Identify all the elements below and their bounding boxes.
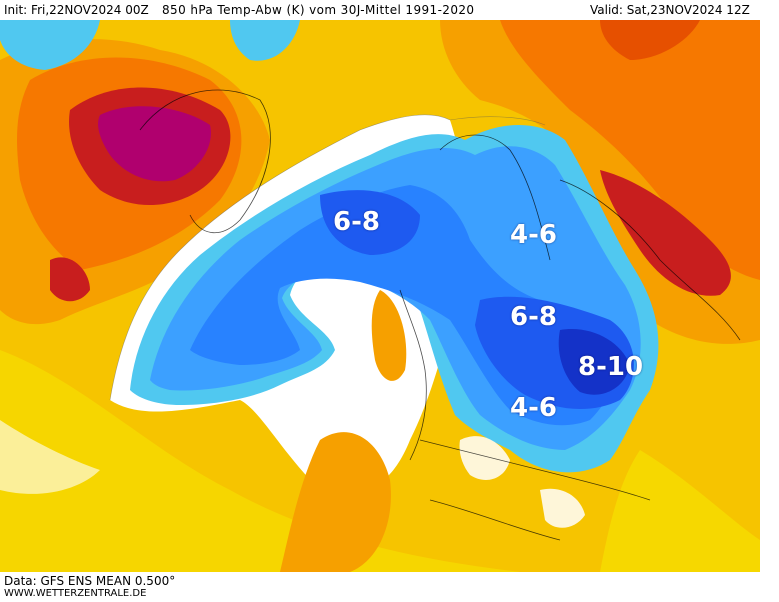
deepest-cold-core (558, 329, 630, 395)
red-spot-west (50, 257, 90, 302)
data-source: Data: GFS ENS MEAN 0.500° (4, 574, 176, 588)
valid-time: Valid: Sat,23NOV2024 12Z (590, 3, 750, 17)
anomaly-label-central-europe: 6-8 (510, 302, 557, 332)
cool-top-left (0, 20, 100, 70)
magenta-core-northwest (98, 106, 211, 182)
light-yellow-southeast (600, 450, 760, 572)
red-north-top (600, 20, 700, 60)
chart-title: 850 hPa Temp-Abw (K) vom 30J-Mittel 1991… (162, 3, 475, 17)
white-mediterranean-west (459, 436, 510, 480)
map-canvas (0, 20, 760, 572)
cool-top-center (230, 20, 300, 61)
coastlines (139, 89, 741, 541)
chart-header: Init: Fri,22NOV2024 00Z 850 hPa Temp-Abw… (0, 0, 779, 20)
chart-footer: Data: GFS ENS MEAN 0.500° WWW.WETTERZENT… (0, 572, 779, 602)
deep-cold-north-atlantic (320, 190, 420, 255)
anomaly-label-north-atlantic: 6-8 (333, 207, 380, 237)
anomaly-label-southern-europe: 4-6 (510, 393, 557, 423)
white-mediterranean-east (540, 488, 585, 528)
source-url: WWW.WETTERZENTRALE.DE (4, 588, 147, 599)
red-east-core (600, 170, 731, 296)
anomaly-label-eastern-europe: 8-10 (578, 352, 644, 382)
deep-orange-northeast (500, 20, 760, 280)
orange-near-uk (371, 290, 407, 381)
light-yellow-south (0, 350, 520, 572)
orange-southwest (280, 432, 391, 572)
white-southwest (0, 420, 100, 494)
temperature-anomaly-map: 6-8 4-6 6-8 8-10 4-6 (0, 20, 760, 572)
init-time: Init: Fri,22NOV2024 00Z (4, 3, 149, 17)
anomaly-label-scandinavia: 4-6 (510, 220, 557, 250)
contour-lines (109, 114, 546, 401)
